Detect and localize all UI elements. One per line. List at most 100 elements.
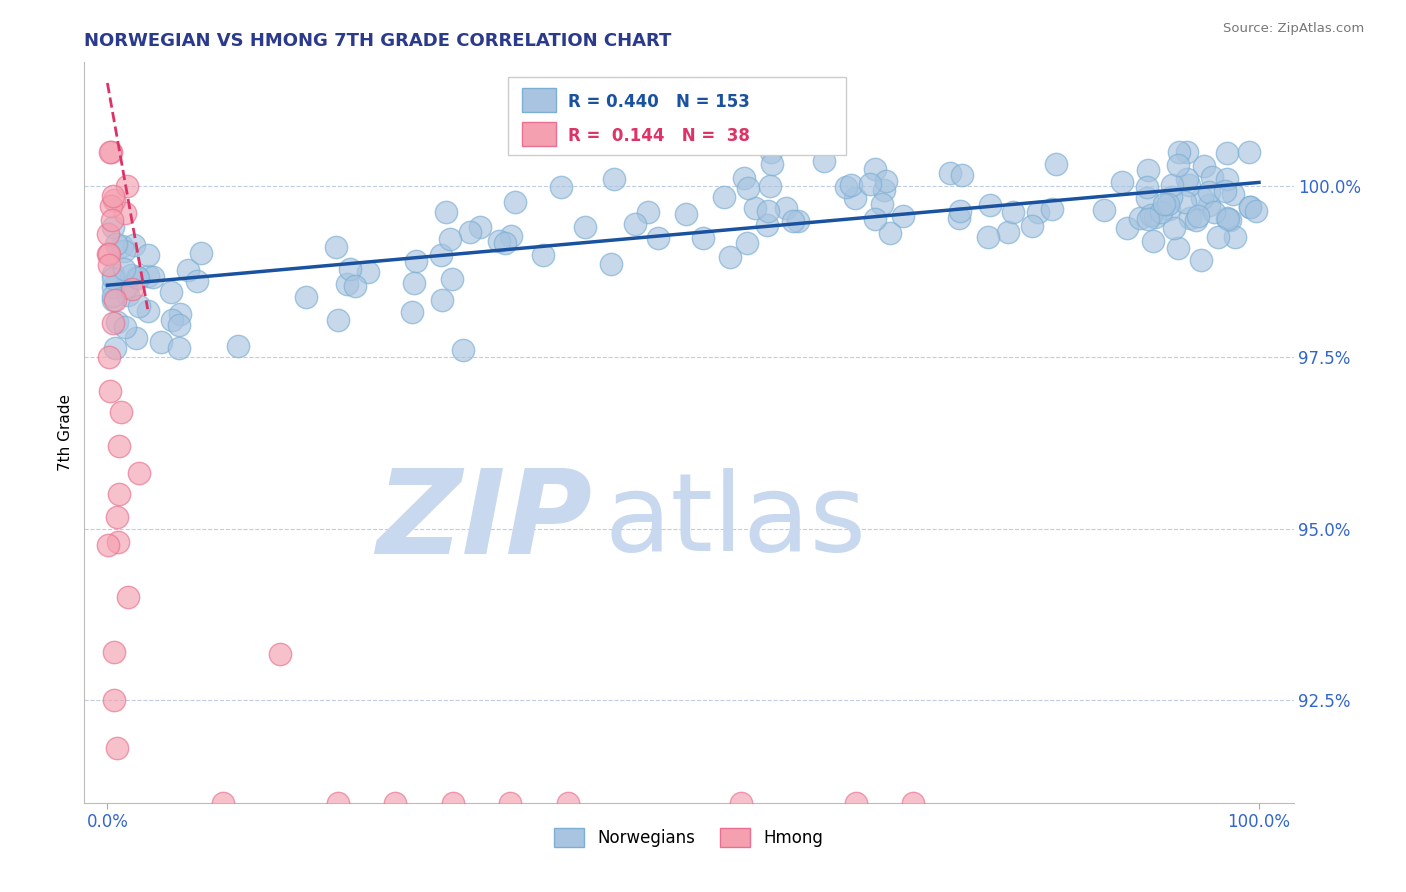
Point [117,288,139,302]
Point [98,145,121,159]
Point [357,265,380,279]
Point [637,205,659,219]
Point [101,213,124,227]
Point [384,796,406,810]
Point [401,305,423,319]
Point [1219,213,1241,227]
Point [1215,211,1237,225]
Point [872,196,894,211]
Point [117,590,139,604]
Point [759,145,782,159]
Point [100,145,122,159]
Point [100,199,122,213]
Point [1223,230,1246,244]
Point [1136,211,1159,226]
Point [782,213,804,227]
FancyBboxPatch shape [508,78,846,155]
Point [101,316,124,330]
Point [98,350,121,364]
Point [845,796,868,810]
Point [122,238,145,252]
Point [328,313,350,327]
Point [756,218,779,232]
Point [101,293,124,307]
Point [295,290,318,304]
Point [730,796,752,810]
Point [108,487,131,501]
Point [1157,202,1180,216]
Point [98,384,121,399]
Y-axis label: 7th Grade: 7th Grade [58,394,73,471]
Text: Source: ZipAtlas.com: Source: ZipAtlas.com [1223,22,1364,36]
Point [159,285,181,299]
Point [405,254,427,268]
Point [429,248,451,262]
Point [269,647,291,661]
Point [108,439,131,453]
Point [1237,145,1260,159]
Point [468,220,491,235]
Point [756,203,779,218]
Text: NORWEGIAN VS HMONG 7TH GRADE CORRELATION CHART: NORWEGIAN VS HMONG 7TH GRADE CORRELATION… [84,32,672,50]
Point [142,269,165,284]
Point [623,217,645,231]
Point [1178,178,1201,192]
Point [531,248,554,262]
Point [718,250,741,264]
Point [101,267,124,281]
Point [1150,205,1173,219]
Point [1163,221,1185,235]
Point [844,191,866,205]
Point [891,210,914,224]
Point [737,181,759,195]
Point [1167,145,1189,159]
Text: R = 0.440   N = 153: R = 0.440 N = 153 [568,93,749,111]
Point [98,258,121,272]
Point [1218,212,1240,227]
Point [97,247,120,261]
Point [733,170,755,185]
Point [103,645,125,659]
Point [879,226,901,240]
Point [169,307,191,321]
Point [979,198,1001,212]
Point [186,274,208,288]
Point [863,212,886,227]
Point [1111,175,1133,189]
Point [460,225,482,239]
Point [101,189,124,203]
Point [603,172,626,186]
Point [169,341,191,355]
Point [1185,213,1208,227]
Point [1239,200,1261,214]
Point [114,280,136,294]
Point [1244,203,1267,218]
Point [494,235,516,250]
Point [1092,202,1115,217]
Point [339,262,361,277]
Point [110,405,132,419]
Point [1021,219,1043,234]
Point [1026,205,1049,219]
Point [813,153,835,168]
Point [115,178,138,193]
Point [647,231,669,245]
Legend: Norwegians, Hmong: Norwegians, Hmong [547,822,831,854]
Point [949,203,972,218]
Point [499,229,522,244]
Point [675,207,697,221]
Point [1140,208,1163,222]
Point [103,693,125,707]
Point [1116,220,1139,235]
Point [326,796,349,810]
Point [162,312,184,326]
Point [114,320,136,334]
Point [977,230,1000,244]
Point [1144,210,1167,224]
Point [107,535,129,549]
Point [1189,252,1212,267]
Point [1153,197,1175,211]
Point [1167,241,1189,255]
Point [430,293,453,307]
Point [120,268,142,283]
